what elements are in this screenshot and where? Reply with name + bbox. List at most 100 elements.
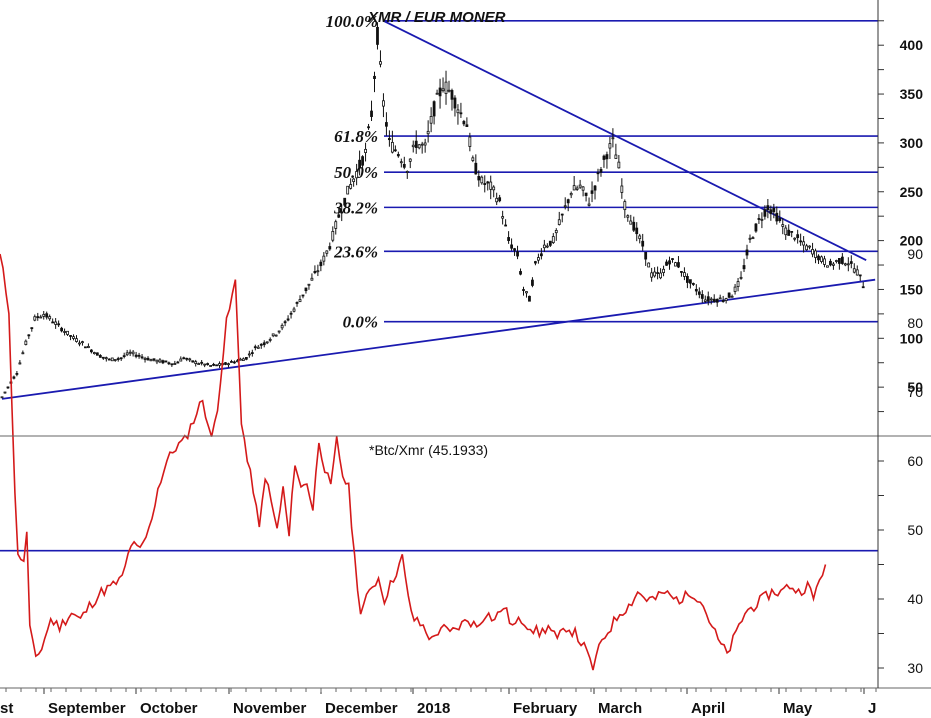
candle <box>253 344 257 351</box>
candle <box>63 328 66 336</box>
candle <box>408 158 412 169</box>
candle <box>18 360 22 365</box>
candle <box>233 360 236 364</box>
x-tick-label: September <box>48 700 126 717</box>
ratio-series-line <box>0 253 827 671</box>
candle <box>802 236 806 253</box>
candle <box>200 360 204 366</box>
candle <box>21 350 25 355</box>
candle <box>36 312 40 321</box>
candle <box>829 258 832 267</box>
candle <box>837 258 841 270</box>
candle <box>754 223 758 233</box>
candle <box>393 145 397 152</box>
candle <box>122 352 126 359</box>
candle <box>554 228 558 241</box>
x-tick-label: February <box>513 700 578 717</box>
candle <box>265 341 269 345</box>
candle <box>78 340 81 347</box>
candle <box>644 252 648 266</box>
x-tick-label: 2018 <box>417 700 450 717</box>
candle <box>119 357 123 361</box>
candle <box>411 140 415 153</box>
candle <box>605 151 609 169</box>
y-tick-label: 300 <box>900 135 924 151</box>
candle <box>45 311 49 320</box>
candle <box>75 335 78 343</box>
candle <box>271 333 275 338</box>
fib-level-label: 0.0% <box>343 313 378 332</box>
candle <box>188 357 192 363</box>
candle <box>15 371 19 377</box>
candle <box>510 238 513 251</box>
candle <box>686 273 689 289</box>
candle <box>855 265 859 276</box>
candle <box>197 362 201 365</box>
candle <box>832 261 835 270</box>
candle <box>811 242 814 258</box>
candle <box>131 350 135 357</box>
candle <box>656 266 659 280</box>
candle <box>468 132 472 152</box>
candle <box>280 323 284 331</box>
candle <box>414 130 418 154</box>
x-tick-label: May <box>783 700 813 717</box>
candle <box>355 163 359 186</box>
candle <box>81 340 84 346</box>
candle <box>635 222 639 242</box>
candle <box>39 314 43 319</box>
candle <box>420 141 424 154</box>
x-tick-label: December <box>325 700 398 717</box>
candle <box>396 151 400 158</box>
candle <box>623 199 627 219</box>
candle <box>569 191 573 199</box>
candle <box>462 119 466 127</box>
y-tick-label: 60 <box>907 453 923 469</box>
candle <box>167 361 171 366</box>
y-tick-label: 150 <box>900 281 924 297</box>
fib-level-label: 61.8% <box>334 127 378 146</box>
candle <box>432 100 436 125</box>
candle <box>69 335 72 341</box>
candle <box>72 334 75 341</box>
candle <box>793 237 797 242</box>
candle <box>301 294 305 299</box>
candle <box>48 314 52 321</box>
candle <box>185 357 189 362</box>
candle <box>33 314 37 322</box>
candle <box>835 259 838 264</box>
ratio-panel: 30 40 50 60 70 80 90 <box>0 246 923 676</box>
candle <box>390 130 394 154</box>
candle <box>277 330 281 334</box>
candle <box>417 143 421 150</box>
candle <box>709 296 713 305</box>
candle <box>30 327 34 332</box>
candle <box>608 136 612 159</box>
candle <box>203 363 207 368</box>
candle <box>647 262 651 268</box>
candle <box>653 267 657 278</box>
candle <box>584 192 588 202</box>
candle <box>691 282 695 286</box>
candle <box>757 214 761 224</box>
candle <box>539 248 543 260</box>
candle <box>385 112 388 136</box>
candle <box>447 80 451 93</box>
y-tick-label: 50 <box>907 522 923 538</box>
candle <box>343 197 347 207</box>
candle <box>215 364 218 367</box>
candle <box>560 213 564 223</box>
candle <box>125 349 129 357</box>
candle <box>116 356 120 362</box>
candle <box>817 254 820 264</box>
trendline <box>383 19 867 261</box>
candle <box>763 205 767 220</box>
candle <box>286 315 290 322</box>
candle <box>528 295 531 302</box>
y-tick-label: 400 <box>900 37 924 53</box>
candle <box>680 271 683 277</box>
candle <box>486 180 490 191</box>
candle <box>426 120 430 143</box>
candle <box>0 396 4 399</box>
candle <box>60 326 63 333</box>
